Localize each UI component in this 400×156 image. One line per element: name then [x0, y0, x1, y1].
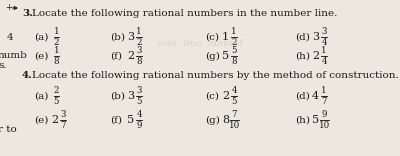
Text: 10: 10 [318, 121, 330, 130]
Text: numb: numb [0, 51, 28, 61]
Text: 8: 8 [222, 115, 229, 125]
Text: (g): (g) [205, 51, 220, 61]
Text: 1: 1 [54, 46, 59, 55]
Text: 3: 3 [136, 86, 142, 95]
Text: (f): (f) [110, 51, 122, 61]
Text: (a): (a) [34, 92, 48, 100]
Text: 1: 1 [136, 27, 142, 36]
Text: 4.: 4. [22, 71, 33, 80]
Text: 8: 8 [136, 57, 142, 66]
Text: (d): (d) [295, 32, 310, 41]
Text: (c): (c) [205, 32, 219, 41]
Text: 1: 1 [222, 32, 229, 42]
Text: 3: 3 [127, 32, 134, 42]
Text: 5: 5 [312, 115, 319, 125]
Text: 2: 2 [54, 38, 59, 47]
Text: Locate the following rational numbers by the method of construction.: Locate the following rational numbers by… [32, 71, 399, 80]
Text: 5: 5 [127, 115, 134, 125]
Text: 4: 4 [136, 110, 142, 119]
Text: 2: 2 [232, 38, 237, 47]
Text: r to: r to [0, 125, 17, 134]
Text: 9: 9 [322, 110, 327, 119]
Text: 5: 5 [232, 97, 237, 106]
Text: 3: 3 [127, 91, 134, 101]
Text: 4: 4 [322, 38, 327, 47]
Text: 3: 3 [60, 110, 66, 119]
Text: 3: 3 [322, 27, 327, 36]
Text: 8: 8 [54, 57, 59, 66]
Text: 5: 5 [232, 46, 237, 55]
Text: (e): (e) [34, 115, 48, 124]
Text: iosd  bna  noitoM: iosd bna noitoM [157, 39, 243, 48]
Text: 3: 3 [136, 46, 142, 55]
Text: 2: 2 [127, 51, 134, 61]
Text: 2: 2 [136, 38, 142, 47]
Text: 3.: 3. [22, 8, 33, 17]
Text: 4: 4 [7, 32, 14, 41]
Text: 4: 4 [312, 91, 319, 101]
Text: 5: 5 [136, 97, 142, 106]
Text: 5: 5 [222, 51, 229, 61]
Text: (d): (d) [295, 92, 310, 100]
Text: +: + [5, 3, 12, 12]
Text: (h): (h) [295, 51, 310, 61]
Text: 2: 2 [222, 91, 229, 101]
Text: 2: 2 [51, 115, 58, 125]
Text: (b): (b) [110, 92, 125, 100]
Text: 8: 8 [231, 57, 237, 66]
Text: 2: 2 [312, 51, 319, 61]
Text: (a): (a) [34, 32, 48, 41]
Text: 4: 4 [232, 86, 237, 95]
Text: (b): (b) [110, 32, 125, 41]
Text: (c): (c) [205, 92, 219, 100]
Text: 7: 7 [60, 121, 66, 130]
Text: (g): (g) [205, 115, 220, 124]
Text: 3: 3 [312, 32, 319, 42]
Text: 9: 9 [136, 121, 142, 130]
Text: 7: 7 [322, 97, 327, 106]
Text: (f): (f) [110, 115, 122, 124]
Text: 1: 1 [321, 46, 327, 55]
Text: (h): (h) [295, 115, 310, 124]
Text: 1: 1 [231, 27, 237, 36]
Text: 7: 7 [232, 110, 237, 119]
Text: Locate the following rational numbers in the number line.: Locate the following rational numbers in… [32, 8, 337, 17]
Text: 5: 5 [54, 97, 59, 106]
Text: (e): (e) [34, 51, 48, 61]
Text: 1: 1 [321, 86, 327, 95]
Text: 4: 4 [322, 57, 327, 66]
Text: 1: 1 [54, 27, 59, 36]
Text: s.: s. [0, 61, 7, 71]
Text: 10: 10 [228, 121, 240, 130]
Text: 2: 2 [54, 86, 59, 95]
